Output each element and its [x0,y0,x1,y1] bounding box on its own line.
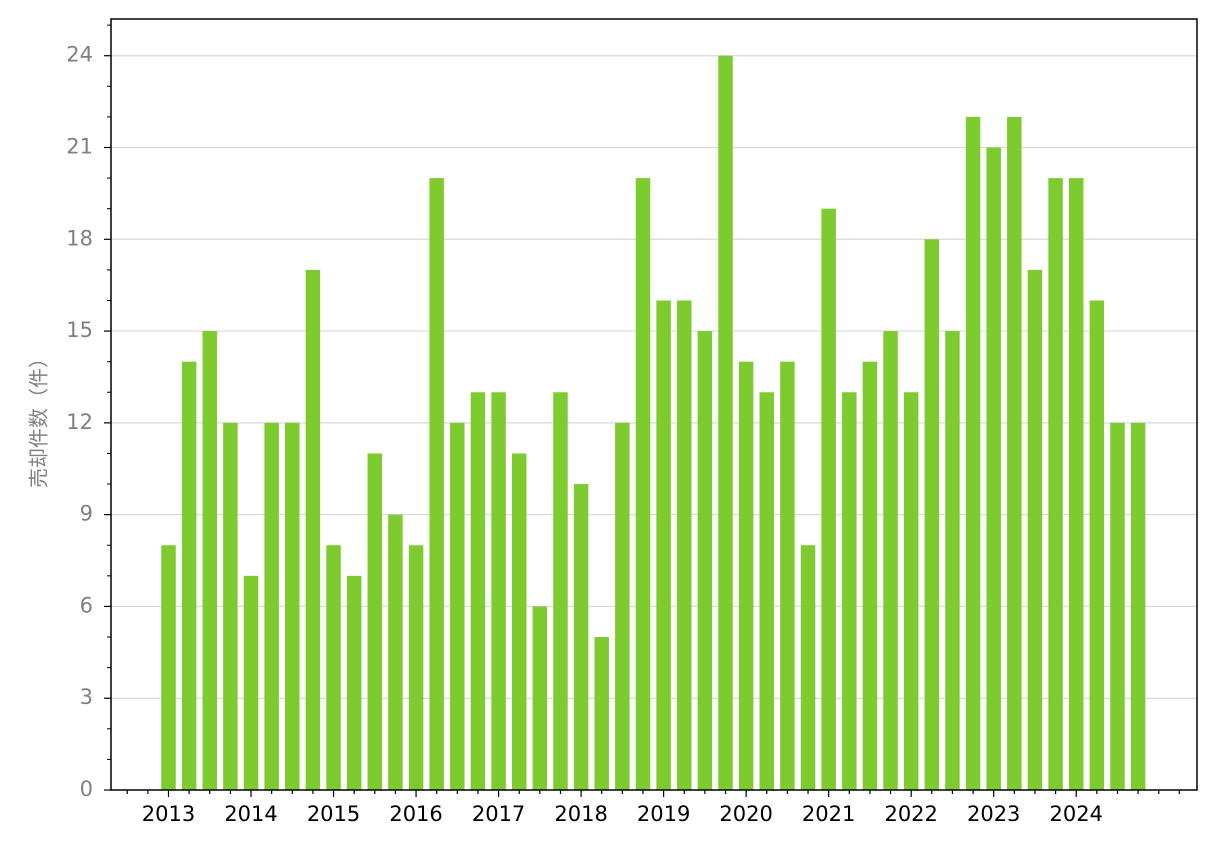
bar [429,178,444,791]
bar [821,208,836,790]
bar [862,361,878,790]
bar [346,575,362,790]
y-axis: 0 3 6 9 12 15 18 21 24 [66,24,111,801]
bar [677,300,692,790]
bar [924,239,940,791]
x-tick-label: 2018 [554,802,607,826]
bar [553,392,568,790]
bar [264,422,279,790]
bar [511,453,527,790]
bar [408,545,424,790]
bar [635,178,651,791]
bar [718,55,733,790]
bar [697,331,713,790]
bar [1089,300,1105,790]
bar [367,453,383,790]
bar [181,361,197,790]
bar [532,606,548,790]
bar [1007,116,1022,790]
bar [780,361,795,790]
bar [470,392,486,790]
y-tick-label: 6 [80,593,93,617]
x-tick-label: 2021 [802,802,855,826]
bar [223,422,238,790]
bar [986,147,1001,790]
bar [285,422,300,790]
bar [573,484,589,790]
y-tick-label: 9 [80,502,93,526]
bar [965,116,981,790]
bars [161,55,1146,791]
bar [305,269,321,790]
y-tick-label: 12 [66,410,93,434]
x-tick-label: 2023 [967,802,1020,826]
bar [842,392,857,790]
y-axis-title: 売却件数（件） [27,348,51,488]
x-tick-label: 2015 [307,802,360,826]
x-tick-label: 2024 [1049,802,1102,826]
y-tick-label: 24 [66,43,93,67]
x-tick-label: 2014 [224,802,277,826]
x-tick-label: 2013 [142,802,195,826]
bar [450,422,465,790]
bar [491,392,506,790]
bar [1068,178,1084,791]
x-tick-label: 2019 [637,802,690,826]
y-tick-label: 21 [66,135,93,159]
x-axis: 2013 2014 2015 2016 2017 2018 2019 2020 2021 2022… [126,790,1180,826]
x-tick-label: 2017 [472,802,525,826]
bar [1027,269,1043,790]
bar [202,331,218,790]
x-tick-label: 2020 [719,802,772,826]
plot-area-frame [110,18,1198,791]
bar [1048,178,1063,791]
bar [1110,422,1125,790]
bar [945,331,960,790]
bar [800,545,816,790]
bar [759,392,775,790]
bar [161,545,176,790]
bar [594,637,609,790]
bar [656,300,671,790]
bar [738,361,754,790]
x-tick-label: 2016 [389,802,442,826]
bar [326,545,341,790]
bar [903,392,919,790]
x-tick-label: 2022 [884,802,937,826]
y-tick-label: 3 [80,685,93,709]
y-tick-label: 18 [66,226,93,250]
y-tick-label: 15 [66,318,93,342]
bar [388,514,403,790]
y-tick-label: 0 [80,777,93,801]
bar [1130,422,1146,790]
bar [243,575,259,790]
bar [883,331,898,790]
bar [615,422,630,790]
